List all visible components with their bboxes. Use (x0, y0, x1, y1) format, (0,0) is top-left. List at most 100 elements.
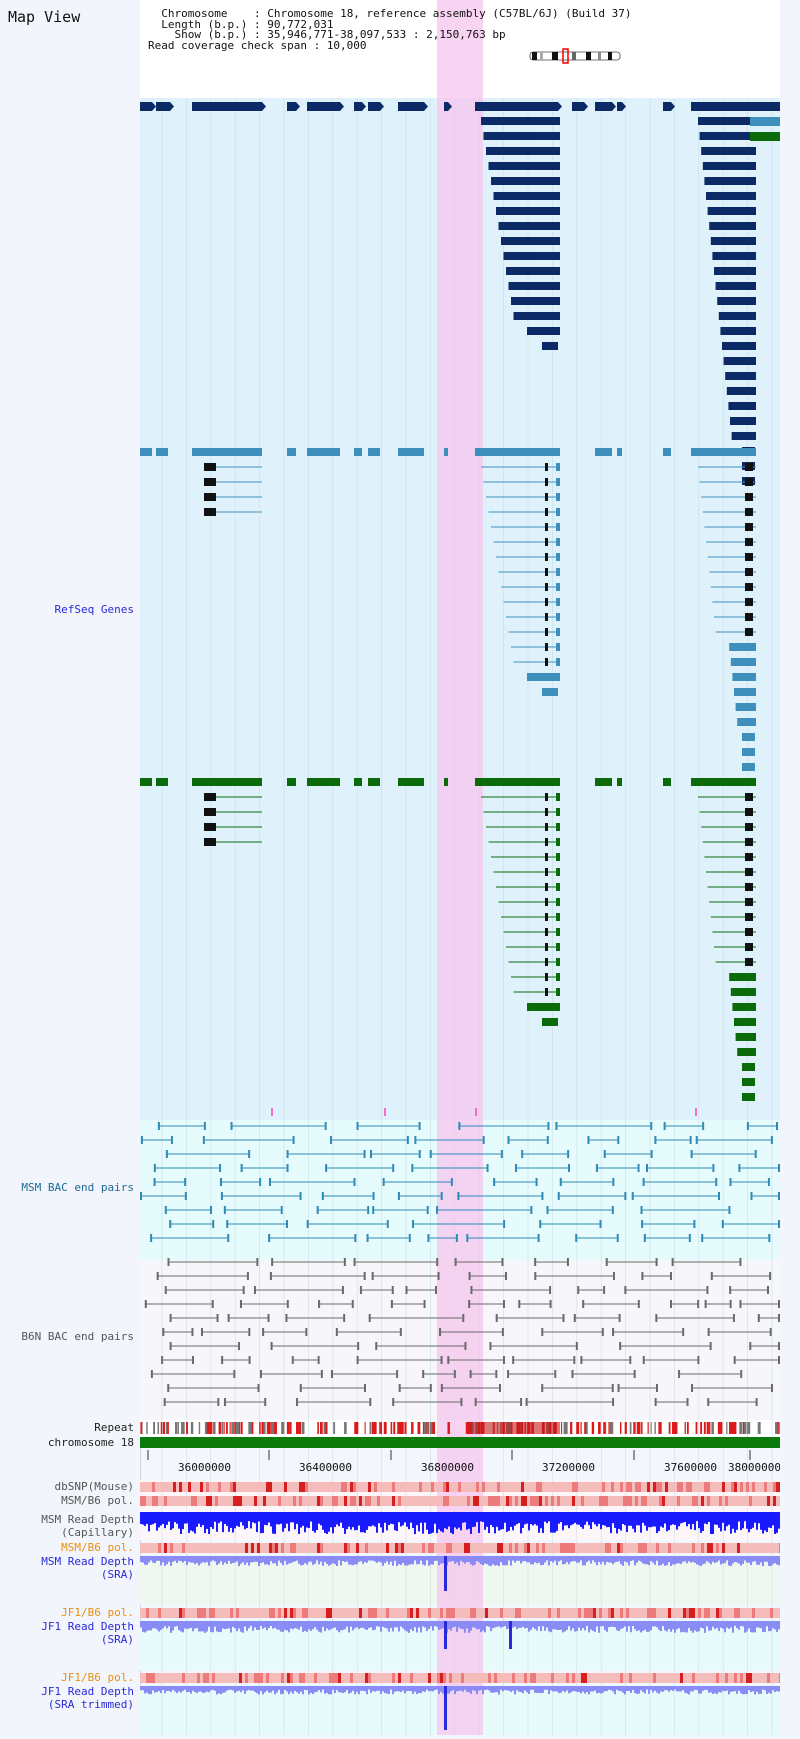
msm-cap-depth (286, 1512, 288, 1524)
msm-cap-depth (312, 1512, 314, 1531)
genome-map-svg[interactable]: 36000000 36400000 36800000 37200000 37600000… (140, 0, 784, 1735)
jf1-pol2-heat (557, 1673, 560, 1683)
jf1-trim-depth (512, 1686, 514, 1691)
jf1-sra-depth (674, 1621, 676, 1633)
jf1-pol2-heat (299, 1673, 302, 1683)
b6n-bac-end (710, 1272, 713, 1280)
jf1-pol-heat (749, 1608, 752, 1618)
jf1-b6-pol-label-2[interactable]: JF1/B6 pol. (61, 1671, 134, 1684)
jf1-trim-depth (712, 1686, 714, 1694)
msm-cap-depth (494, 1512, 496, 1534)
msm-sra-depth (254, 1556, 256, 1562)
jf1-pol-heat (386, 1608, 389, 1618)
jf1-sra-depth (156, 1621, 158, 1630)
repeat-mark (563, 1422, 566, 1434)
b6n-bac-end (697, 1356, 700, 1364)
jf1-sra-depth (364, 1621, 366, 1630)
jf1-sra-depth (474, 1621, 476, 1628)
msm-cap-depth (338, 1512, 340, 1527)
jf1-trim-depth (208, 1686, 210, 1693)
refseq-mid-gene (307, 448, 340, 456)
repeat-mark (371, 1422, 375, 1434)
dbsnp-heat (437, 1482, 440, 1492)
jf1-sra-depth-spike (444, 1621, 447, 1649)
repeat-mark (248, 1422, 251, 1434)
repeat-tick (271, 1108, 273, 1116)
jf1-trim-depth (668, 1686, 670, 1692)
msm-pol-heat (728, 1496, 731, 1506)
jf1-sra-depth (238, 1621, 240, 1629)
msm-b6-pol-label-2[interactable]: MSM/B6 pol. (61, 1541, 134, 1554)
b6n-bac-end (739, 1300, 742, 1308)
jf1-trim-depth (340, 1686, 342, 1693)
msm-depth-capillary-label[interactable]: MSM Read Depth (Capillary) (41, 1513, 134, 1539)
jf1-trim-depth (242, 1686, 244, 1691)
repeat-mark (620, 1422, 622, 1434)
msm-pol-heat (710, 1496, 713, 1506)
jf1-depth-sra-label[interactable]: JF1 Read Depth (SRA) (41, 1620, 134, 1646)
jf1-sra-depth (496, 1621, 498, 1627)
jf1-sra-depth (484, 1621, 486, 1633)
msm-cap-depth (722, 1512, 724, 1523)
jf1-pol-heat (425, 1608, 428, 1618)
b6n-bac-end (612, 1272, 615, 1280)
refseq-dark-gene (140, 102, 152, 111)
jf1-pol2-heat (356, 1673, 359, 1683)
refseq-green-exon (556, 883, 560, 891)
msm-bac-label[interactable]: MSM BAC end pairs (21, 1181, 134, 1194)
b6n-bac-end (573, 1356, 576, 1364)
dbsnp-heat (770, 1482, 773, 1492)
jf1-depth-trimmed-label[interactable]: JF1 Read Depth (SRA trimmed) (41, 1685, 134, 1711)
dbsnp-heat (461, 1482, 464, 1492)
jf1-trim-depth (584, 1686, 586, 1694)
jf1-trim-depth (708, 1686, 710, 1693)
jf1-sra-depth (432, 1621, 434, 1631)
b6n-bac-end (399, 1328, 402, 1336)
msm-pol-heat (608, 1496, 611, 1506)
jf1-pol-heat (746, 1608, 749, 1618)
msm-pol2-heat (527, 1543, 530, 1553)
refseq-dark-transcript (720, 327, 756, 335)
map-canvas[interactable]: 36000000 36400000 36800000 37200000 37600000… (140, 0, 784, 1735)
msm-depth-sra-label[interactable]: MSM Read Depth (SRA) (41, 1555, 134, 1581)
msm-pol2-heat (197, 1543, 200, 1553)
jf1-sra-depth (212, 1621, 214, 1633)
jf1-sra-depth (254, 1621, 256, 1628)
refseq-green-exon (545, 838, 548, 846)
msm-sra-depth (566, 1556, 568, 1562)
msm-bac-end (440, 1192, 443, 1200)
repeat-mark (162, 1422, 166, 1434)
msm-cap-depth (206, 1512, 208, 1529)
b6n-bac-end (320, 1370, 323, 1378)
jf1-b6-pol-label[interactable]: JF1/B6 pol. (61, 1606, 134, 1619)
msm-pol2-heat (713, 1543, 716, 1553)
msm-pol-heat (533, 1496, 536, 1506)
dbsnp-label[interactable]: dbSNP(Mouse) (54, 1480, 134, 1493)
msm-cap-depth (732, 1512, 734, 1529)
jf1-sra-depth (356, 1621, 358, 1628)
msm-cap-depth (364, 1512, 366, 1533)
jf1-sra-depth (730, 1621, 732, 1628)
b6n-bac-end (285, 1314, 288, 1322)
jf1-trim-depth (618, 1686, 620, 1691)
dbsnp-heat (620, 1482, 623, 1492)
refseq-mid-gene (475, 448, 560, 456)
dbsnp-heat (440, 1482, 443, 1492)
msm-bac-end (411, 1164, 414, 1172)
msm-sra-depth (712, 1556, 714, 1562)
b6n-bac-label[interactable]: B6N BAC end pairs (21, 1330, 134, 1343)
repeat-mark (160, 1422, 162, 1434)
dbsnp-heat (722, 1482, 725, 1492)
refseq-dark-transcript (722, 342, 756, 350)
jf1-pol2-heat (599, 1673, 602, 1683)
jf1-sra-depth (740, 1621, 742, 1626)
msm-b6-pol-label[interactable]: MSM/B6 pol. (61, 1494, 134, 1507)
refseq-dark-transcript (704, 177, 756, 185)
jf1-pol2-heat (284, 1673, 287, 1683)
msm-cap-depth (398, 1512, 400, 1523)
region-info: Chromosome : Chromosome 18, reference as… (148, 8, 631, 51)
jf1-trim-depth (552, 1686, 554, 1692)
jf1-sra-depth (178, 1621, 180, 1631)
msm-cap-depth (416, 1512, 418, 1526)
refseq-genes-label[interactable]: RefSeq Genes (54, 603, 134, 616)
